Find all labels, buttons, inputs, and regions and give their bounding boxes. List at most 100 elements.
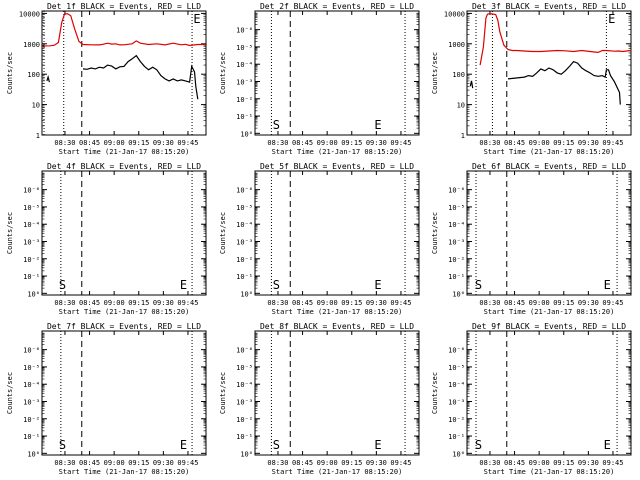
y-axis-label: Counts/sec <box>431 212 439 254</box>
y-tick-label: 1000 <box>448 41 465 49</box>
end-marker-label: E <box>374 438 381 452</box>
end-marker-label: E <box>193 12 200 26</box>
x-tick-label: 09:30 <box>366 459 387 467</box>
series-line-events <box>82 54 199 100</box>
y-tick-label: 10⁻⁴ <box>236 381 253 389</box>
x-tick-label: 08:30 <box>54 299 75 307</box>
y-tick-label: 10 <box>32 102 40 110</box>
y-tick-label: 10000 <box>444 10 465 18</box>
y-tick-label: 10⁰ <box>27 290 40 298</box>
x-tick-label: 09:15 <box>341 139 362 147</box>
x-tick-label: 09:00 <box>104 139 125 147</box>
x-tick-label: 09:30 <box>366 139 387 147</box>
y-tick-label: 100 <box>27 71 40 79</box>
x-tick-label: 09:00 <box>104 459 125 467</box>
y-tick-label: 10⁻⁶ <box>448 187 465 195</box>
x-tick-label: 09:45 <box>390 459 411 467</box>
y-tick-label: 10⁻² <box>448 416 465 424</box>
y-tick-label: 10⁻³ <box>23 398 40 406</box>
x-axis-label: Start Time (21-Jan-17 08:15:20) <box>59 148 190 156</box>
x-tick-label: 08:30 <box>479 139 500 147</box>
x-tick-label: 09:00 <box>317 139 338 147</box>
x-tick-label: 09:15 <box>553 139 574 147</box>
panel-title: Det 7f BLACK = Events, RED = LLD <box>47 322 201 331</box>
start-marker-label: S <box>273 118 280 132</box>
y-tick-label: 10⁰ <box>27 450 40 458</box>
y-tick-label: 1 <box>461 132 465 140</box>
y-tick-label: 10⁰ <box>240 130 253 138</box>
panel-title: Det 6f BLACK = Events, RED = LLD <box>472 162 626 171</box>
y-tick-label: 10000 <box>19 10 40 18</box>
x-tick-label: 08:30 <box>479 459 500 467</box>
x-tick-label: 09:45 <box>177 459 198 467</box>
y-tick-label: 10⁻⁵ <box>236 44 253 52</box>
x-tick-label: 09:00 <box>529 459 550 467</box>
series-line-lld <box>41 13 206 47</box>
y-tick-label: 10⁻⁴ <box>448 221 465 229</box>
x-tick-label: 08:30 <box>54 459 75 467</box>
panel-det-9f: Det 9f BLACK = Events, RED = LLD 10⁰ 10⁻¹ 1… <box>431 322 632 476</box>
y-tick-label: 10⁻⁶ <box>23 347 40 355</box>
x-tick-label: 09:30 <box>153 299 174 307</box>
y-tick-label: 10⁻³ <box>236 398 253 406</box>
x-tick-label: 08:45 <box>79 139 100 147</box>
y-axis-label: Counts/sec <box>219 52 227 94</box>
panels: Det 1f BLACK = Events, RED = LLD 1 10 100 10… <box>6 2 632 476</box>
series-line-events-pre-gap- <box>46 74 50 83</box>
x-axis-label: Start Time (21-Jan-17 08:15:20) <box>272 468 403 476</box>
y-tick-label: 10⁻⁵ <box>236 204 253 212</box>
x-tick-label: 08:45 <box>79 459 100 467</box>
y-axis-label: Counts/sec <box>431 52 439 94</box>
x-tick-label: 09:30 <box>578 299 599 307</box>
y-tick-label: 10⁻² <box>23 416 40 424</box>
x-tick-label: 09:00 <box>529 299 550 307</box>
end-marker-label: E <box>604 438 611 452</box>
y-axis-label: Counts/sec <box>431 372 439 414</box>
x-tick-label: 08:30 <box>267 139 288 147</box>
x-tick-label: 09:15 <box>553 299 574 307</box>
y-tick-label: 10⁻⁶ <box>236 347 253 355</box>
x-tick-label: 09:30 <box>578 459 599 467</box>
series-line-lld <box>479 13 632 66</box>
y-tick-label: 10⁻² <box>23 256 40 264</box>
end-marker-label: E <box>374 278 381 292</box>
y-tick-label: 10⁻⁴ <box>23 381 40 389</box>
x-tick-label: 08:45 <box>292 459 313 467</box>
x-axis-label: Start Time (21-Jan-17 08:15:20) <box>272 148 403 156</box>
panel-det-4f: Det 4f BLACK = Events, RED = LLD 10⁰ 10⁻¹ 1… <box>6 162 207 316</box>
x-tick-label: 09:45 <box>177 299 198 307</box>
x-tick-label: 09:00 <box>104 299 125 307</box>
series-line-events-pre-gap- <box>469 80 474 89</box>
panel-title: Det 3f BLACK = Events, RED = LLD <box>472 2 626 11</box>
y-tick-label: 10⁻³ <box>448 398 465 406</box>
start-marker-label: S <box>59 278 66 292</box>
x-tick-label: 08:45 <box>504 139 525 147</box>
start-marker-label: S <box>475 278 482 292</box>
x-axis-label: Start Time (21-Jan-17 08:15:20) <box>484 468 615 476</box>
y-axis-label: Counts/sec <box>6 52 14 94</box>
x-axis-label: Start Time (21-Jan-17 08:15:20) <box>59 308 190 316</box>
panel-det-1f: Det 1f BLACK = Events, RED = LLD 1 10 100 10… <box>6 2 207 156</box>
panel-title: Det 5f BLACK = Events, RED = LLD <box>260 162 414 171</box>
y-tick-label: 10⁻⁴ <box>23 221 40 229</box>
panel-det-2f: Det 2f BLACK = Events, RED = LLD 10⁰ 10⁻¹ 1… <box>219 2 420 156</box>
y-tick-label: 10⁻² <box>236 256 253 264</box>
y-tick-label: 10⁻⁵ <box>448 364 465 372</box>
y-tick-label: 10⁻⁶ <box>236 187 253 195</box>
y-tick-label: 10⁰ <box>452 450 465 458</box>
end-marker-label: E <box>604 278 611 292</box>
y-tick-label: 10⁻² <box>448 256 465 264</box>
y-tick-label: 10⁻³ <box>23 238 40 246</box>
x-tick-label: 09:15 <box>341 459 362 467</box>
series-line-events <box>507 60 621 105</box>
x-tick-label: 09:45 <box>390 139 411 147</box>
x-tick-label: 09:15 <box>128 459 149 467</box>
x-tick-label: 09:15 <box>553 459 574 467</box>
x-tick-label: 08:30 <box>267 299 288 307</box>
y-tick-label: 10⁻⁴ <box>236 61 253 69</box>
y-tick-label: 10⁻⁶ <box>23 187 40 195</box>
x-tick-label: 09:45 <box>390 299 411 307</box>
y-tick-label: 10⁻⁴ <box>448 381 465 389</box>
panel-title: Det 1f BLACK = Events, RED = LLD <box>47 2 201 11</box>
